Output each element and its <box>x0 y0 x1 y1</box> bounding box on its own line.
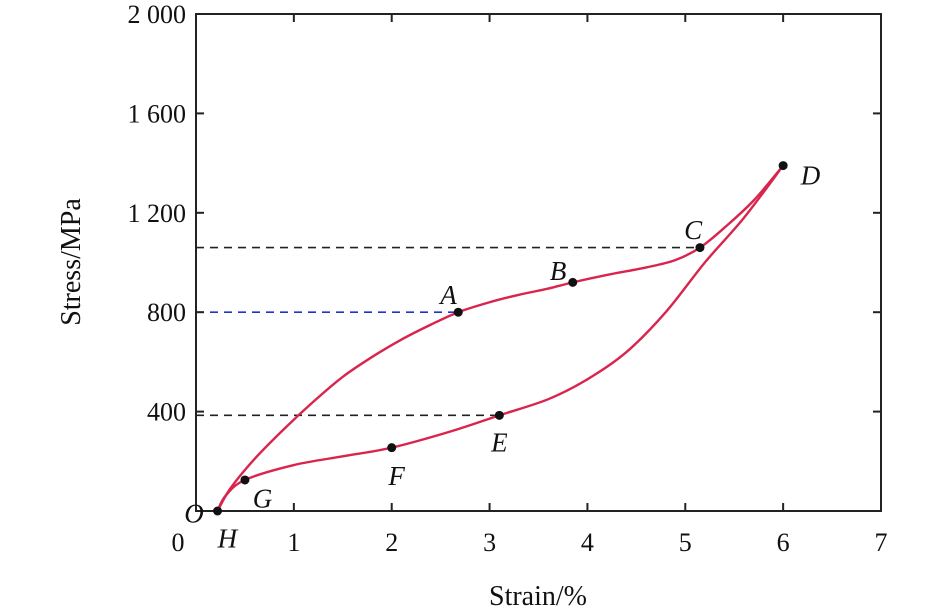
x-tick-label: 0 <box>172 528 185 557</box>
x-tick-label: 1 <box>287 528 300 557</box>
loading-curve <box>216 164 785 512</box>
x-tick-label: 4 <box>581 528 594 557</box>
point-c-label: C <box>684 215 703 245</box>
point-c-marker <box>695 243 705 253</box>
point-g-marker <box>240 475 250 485</box>
point-b-label: B <box>550 256 567 286</box>
point-o-marker <box>213 506 223 516</box>
point-markers <box>213 161 788 516</box>
plot-frame <box>195 13 882 512</box>
point-d-marker <box>778 161 788 171</box>
point-e-label: E <box>490 428 508 458</box>
point-labels: A B C D E F G OH <box>184 161 821 554</box>
point-f-label: F <box>387 461 405 491</box>
x-axis-title: Strain/% <box>489 581 587 612</box>
reference-lines <box>196 246 700 417</box>
point-b-marker <box>568 277 578 287</box>
point-e-marker <box>494 410 504 420</box>
point-a-marker <box>453 307 463 317</box>
point-d-label: D <box>800 161 821 191</box>
point-h-label: H <box>217 523 239 553</box>
y-tick-label: 1 600 <box>128 99 187 128</box>
axis-ticks: 0 1 2 3 4 5 6 7 400 800 1 200 1 600 2 000 <box>128 0 888 557</box>
point-g-label: G <box>253 484 273 514</box>
point-o-label: O <box>184 498 204 528</box>
point-a-label: A <box>438 280 457 310</box>
y-tick-label: 1 200 <box>128 199 187 228</box>
y-tick-label: 2 000 <box>128 0 187 29</box>
x-tick-label: 2 <box>385 528 398 557</box>
x-tick-label: 3 <box>483 528 496 557</box>
x-tick-label: 7 <box>875 528 888 557</box>
y-tick-label: 400 <box>147 398 186 427</box>
x-tick-label: 6 <box>777 528 790 557</box>
y-tick-label: 800 <box>147 298 186 327</box>
y-axis-title: Stress/MPa <box>56 198 87 326</box>
x-tick-label: 5 <box>679 528 692 557</box>
point-f-marker <box>387 443 397 453</box>
